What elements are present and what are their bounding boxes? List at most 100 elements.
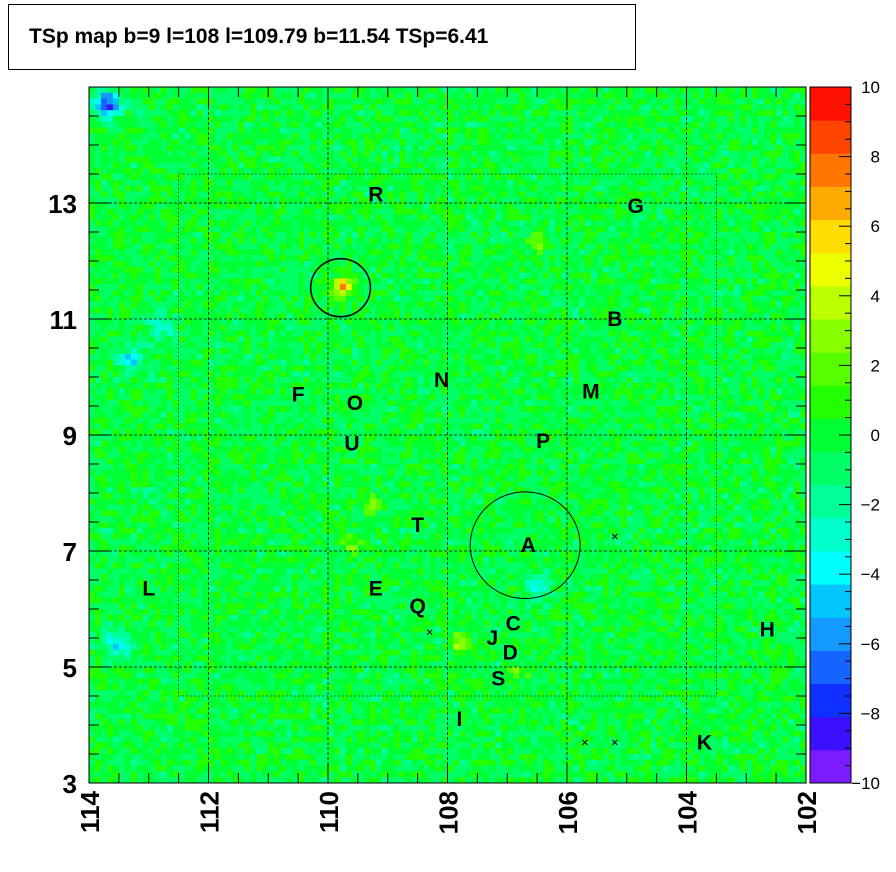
heat-cell — [130, 150, 138, 157]
heat-cell — [166, 121, 174, 128]
heat-cell — [435, 278, 442, 285]
heat-cell — [668, 301, 675, 308]
heat-cell — [608, 278, 616, 285]
heat-cell — [686, 156, 693, 163]
heat-cell — [644, 266, 652, 273]
heat-cell — [112, 98, 120, 105]
heat-cell — [728, 92, 735, 99]
heat-cell — [543, 319, 550, 326]
heat-cell — [190, 237, 197, 244]
heat-cell — [142, 232, 150, 239]
heat-cell — [196, 168, 203, 175]
heat-cell — [567, 133, 574, 140]
heat-cell — [369, 301, 377, 308]
heat-cell — [423, 266, 430, 273]
heat-cell — [214, 266, 221, 273]
heat-cell — [537, 191, 544, 198]
heat-cell — [328, 261, 335, 268]
heat-cell — [519, 208, 526, 215]
heat-cell — [184, 145, 191, 152]
heat-cell — [381, 92, 389, 99]
heat-cell — [596, 92, 604, 99]
heat-cell — [118, 220, 126, 227]
heat-cell — [405, 232, 413, 239]
heat-cell — [758, 266, 765, 273]
heat-cell — [650, 197, 658, 204]
heat-cell — [196, 324, 203, 331]
heat-cell — [286, 237, 293, 244]
heat-cell — [160, 174, 168, 181]
heat-cell — [369, 133, 377, 140]
heat-cell — [339, 243, 347, 250]
heat-cell — [381, 87, 389, 94]
heat-cell — [465, 139, 472, 146]
heat-cell — [734, 226, 741, 233]
heat-cell — [447, 121, 454, 128]
heat-cell — [118, 127, 126, 134]
heat-cell — [208, 214, 215, 221]
heat-cell — [746, 237, 753, 244]
heat-cell — [184, 98, 191, 105]
heat-cell — [435, 185, 442, 192]
heat-cell — [716, 116, 723, 123]
heat-cell — [178, 179, 186, 186]
heat-cell — [471, 266, 478, 273]
heat-cell — [106, 249, 114, 256]
heat-cell — [764, 290, 771, 297]
heat-cell — [626, 162, 634, 169]
heat-cell — [477, 319, 484, 326]
heat-cell — [214, 139, 221, 146]
heat-cell — [399, 278, 407, 285]
heat-cell — [680, 255, 687, 262]
heat-cell — [608, 319, 616, 326]
heat-cell — [298, 208, 305, 215]
heat-cell — [572, 232, 580, 239]
heat-cell — [483, 121, 490, 128]
heat-cell — [208, 261, 215, 268]
heat-cell — [710, 104, 717, 111]
heat-cell — [734, 133, 741, 140]
heat-cell — [232, 87, 239, 94]
heat-cell — [286, 261, 293, 268]
heat-cell — [136, 197, 144, 204]
heat-cell — [519, 284, 526, 291]
heat-cell — [596, 232, 604, 239]
heat-cell — [262, 110, 269, 117]
heat-cell — [567, 139, 574, 146]
heat-cell — [764, 284, 771, 291]
heat-cell — [578, 237, 586, 244]
heat-cell — [411, 261, 419, 268]
heat-cell — [232, 145, 239, 152]
heat-cell — [584, 145, 592, 152]
heat-cell — [411, 197, 419, 204]
heat-cell — [794, 127, 801, 134]
heat-cell — [220, 104, 227, 111]
heat-cell — [465, 243, 472, 250]
heat-cell — [417, 226, 425, 233]
heat-cell — [626, 191, 634, 198]
heat-cell — [369, 203, 377, 210]
heat-cell — [393, 266, 401, 273]
heat-cell — [345, 197, 353, 204]
heat-cell — [136, 295, 144, 302]
heat-cell — [310, 261, 317, 268]
heat-cell — [118, 307, 126, 314]
heat-cell — [196, 191, 203, 198]
heat-cell — [572, 139, 580, 146]
heat-cell — [471, 156, 478, 163]
heat-cell — [519, 116, 526, 123]
heat-cell — [399, 162, 407, 169]
heat-cell — [662, 168, 669, 175]
heat-cell — [118, 104, 126, 111]
heat-cell — [501, 197, 508, 204]
heat-cell — [680, 226, 687, 233]
heat-cell — [89, 284, 96, 291]
heat-cell — [776, 92, 783, 99]
heat-cell — [136, 145, 144, 152]
heat-cell — [429, 324, 436, 331]
heat-cell — [537, 208, 544, 215]
heat-cell — [393, 185, 401, 192]
heat-cell — [483, 162, 490, 169]
heat-cell — [345, 162, 353, 169]
heat-cell — [178, 208, 186, 215]
